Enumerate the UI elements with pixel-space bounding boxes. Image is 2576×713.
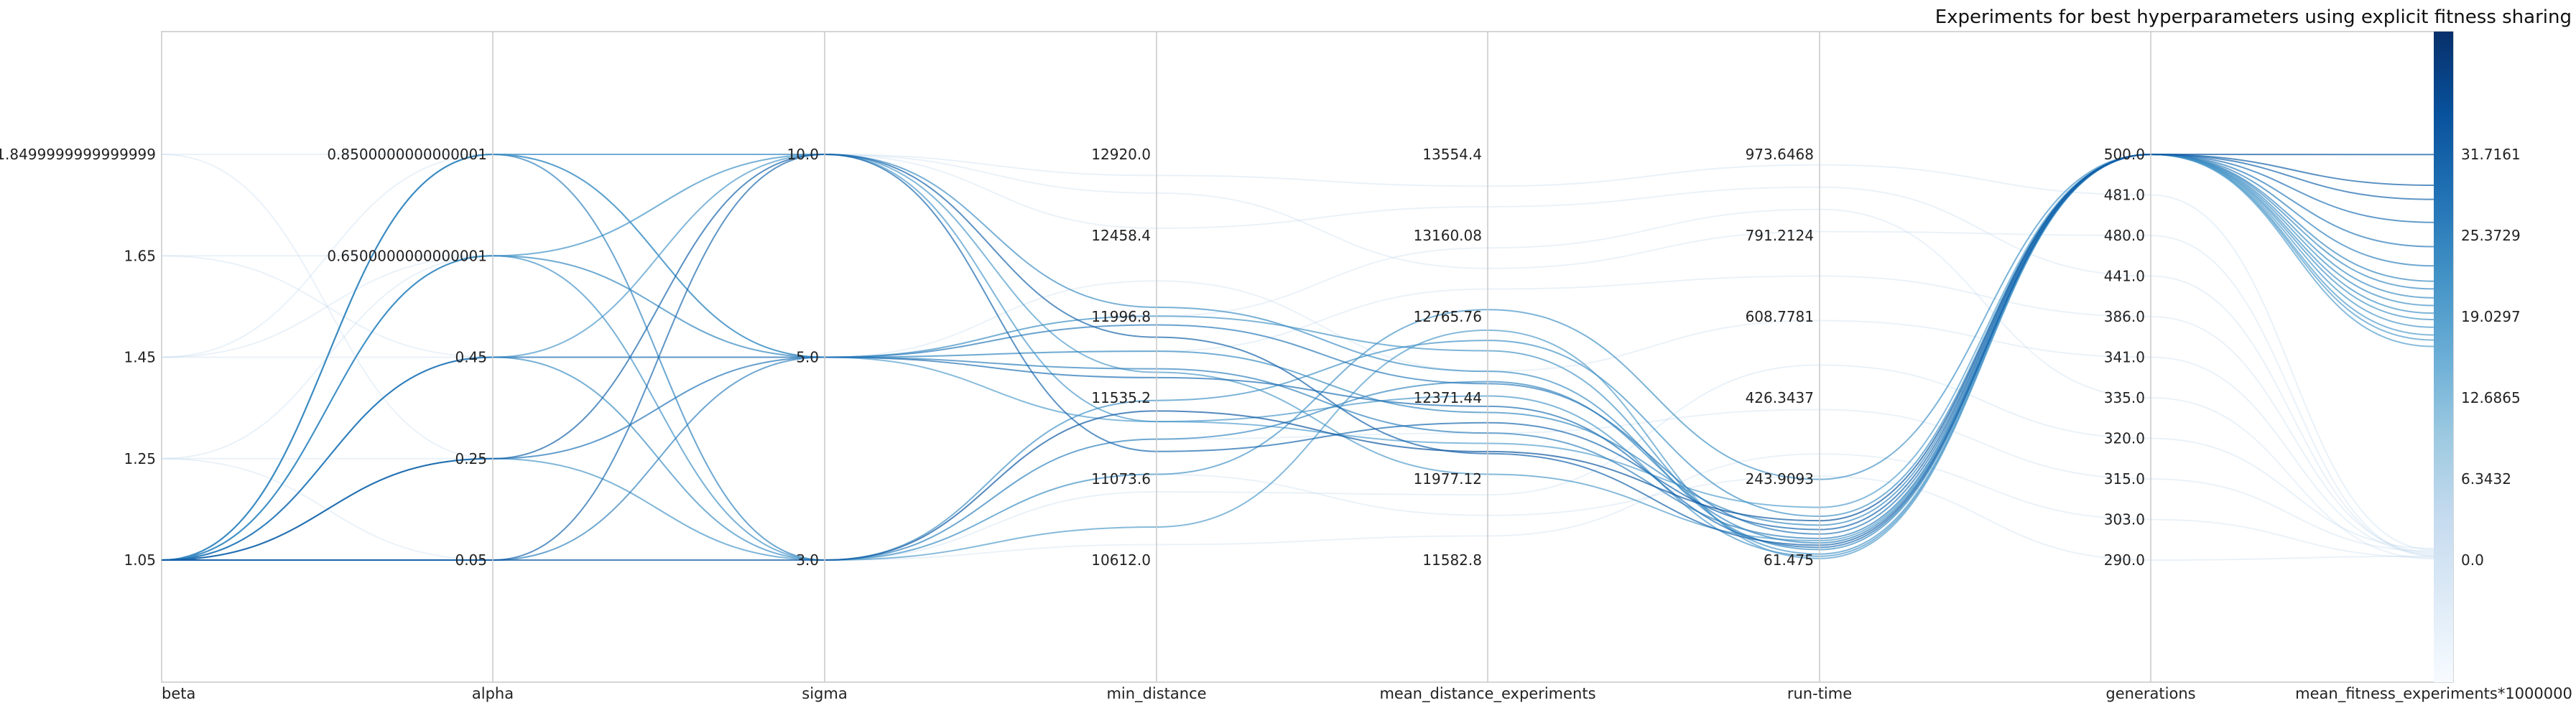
tick-label-beta: 1.65 bbox=[124, 247, 156, 264]
tick-label-min_distance: 12920.0 bbox=[1091, 146, 1151, 163]
tick-label-alpha: 0.05 bbox=[455, 551, 487, 569]
tick-label-mean_fitness_experiments*1000000: 0.0 bbox=[2461, 551, 2484, 569]
tick-label-beta: 1.05 bbox=[124, 551, 156, 569]
tick-label-mean_distance_experiments: 11582.8 bbox=[1422, 551, 1482, 569]
data-line-3 bbox=[161, 153, 2434, 561]
tick-label-generations: 386.0 bbox=[2104, 308, 2145, 325]
tick-label-mean_fitness_experiments*1000000: 31.7161 bbox=[2461, 146, 2521, 163]
tick-label-min_distance: 10612.0 bbox=[1091, 551, 1151, 569]
chart-title: Experiments for best hyperparameters usi… bbox=[1935, 6, 2572, 28]
tick-label-generations: 500.0 bbox=[2104, 146, 2145, 163]
tick-label-mean_fitness_experiments*1000000: 25.3729 bbox=[2461, 227, 2521, 244]
tick-label-mean_fitness_experiments*1000000: 19.0297 bbox=[2461, 308, 2521, 325]
axis-label-mean_fitness_experiments*1000000: mean_fitness_experiments*1000000 bbox=[2295, 685, 2572, 703]
tick-label-mean_distance_experiments: 13160.08 bbox=[1414, 227, 1482, 244]
axis-label-run-time: run-time bbox=[1787, 685, 1852, 702]
tick-label-mean_distance_experiments: 12371.44 bbox=[1414, 389, 1482, 406]
tick-label-generations: 303.0 bbox=[2104, 511, 2145, 528]
axis-label-alpha: alpha bbox=[472, 685, 514, 702]
data-line-21 bbox=[161, 255, 2434, 555]
tick-label-mean_fitness_experiments*1000000: 6.3432 bbox=[2461, 470, 2511, 488]
tick-label-alpha: 0.25 bbox=[455, 450, 487, 467]
data-line-10 bbox=[161, 153, 2434, 561]
tick-label-mean_fitness_experiments*1000000: 12.6865 bbox=[2461, 389, 2521, 406]
axis-label-beta: beta bbox=[162, 685, 195, 702]
tick-label-min_distance: 12458.4 bbox=[1091, 227, 1151, 244]
tick-label-min_distance: 11073.6 bbox=[1091, 470, 1151, 488]
data-line-24 bbox=[161, 153, 2434, 551]
tick-label-run-time: 426.3437 bbox=[1746, 389, 1814, 406]
tick-label-beta: 1.25 bbox=[124, 450, 156, 467]
tick-label-run-time: 791.2124 bbox=[1746, 227, 1814, 244]
tick-label-beta: 1.8499999999999999 bbox=[0, 146, 156, 163]
data-line-0 bbox=[162, 153, 2434, 561]
tick-label-generations: 341.0 bbox=[2104, 349, 2145, 366]
tick-label-generations: 441.0 bbox=[2104, 268, 2145, 285]
tick-label-alpha: 0.6500000000000001 bbox=[327, 247, 487, 264]
tick-label-mean_distance_experiments: 13554.4 bbox=[1422, 146, 1482, 163]
tick-label-min_distance: 11996.8 bbox=[1091, 308, 1151, 325]
tick-label-alpha: 0.8500000000000001 bbox=[327, 146, 487, 163]
data-line-18 bbox=[161, 153, 2434, 556]
tick-label-mean_distance_experiments: 12765.76 bbox=[1414, 308, 1482, 325]
tick-label-sigma: 10.0 bbox=[787, 146, 819, 163]
tick-label-beta: 1.45 bbox=[124, 349, 156, 366]
data-lines bbox=[161, 153, 2434, 561]
axis-label-min_distance: min_distance bbox=[1106, 685, 1206, 703]
tick-label-generations: 315.0 bbox=[2104, 470, 2145, 488]
data-line-1 bbox=[161, 153, 2434, 561]
tick-label-run-time: 608.7781 bbox=[1746, 308, 1814, 325]
data-line-2 bbox=[162, 153, 2434, 561]
tick-label-generations: 320.0 bbox=[2104, 430, 2145, 447]
tick-label-generations: 481.0 bbox=[2104, 187, 2145, 204]
data-line-20 bbox=[161, 453, 2434, 561]
data-line-16 bbox=[162, 364, 2434, 561]
tick-label-mean_distance_experiments: 11977.12 bbox=[1414, 470, 1482, 488]
tick-label-run-time: 61.475 bbox=[1764, 551, 1814, 569]
axes: 1.05 1.25 1.45 1.65 1.8499999999999999 beta 0.… bbox=[0, 32, 2572, 703]
axis-label-sigma: sigma bbox=[802, 685, 847, 702]
data-line-17 bbox=[161, 275, 2434, 554]
tick-label-sigma: 3.0 bbox=[796, 551, 819, 569]
axis-label-generations: generations bbox=[2105, 685, 2195, 702]
tick-label-generations: 335.0 bbox=[2104, 389, 2145, 406]
axis-label-mean_distance_experiments: mean_distance_experiments bbox=[1379, 685, 1595, 703]
tick-label-run-time: 973.6468 bbox=[1746, 146, 1814, 163]
tick-label-sigma: 5.0 bbox=[796, 349, 819, 366]
tick-label-generations: 480.0 bbox=[2104, 227, 2145, 244]
tick-label-min_distance: 11535.2 bbox=[1091, 389, 1151, 406]
colorbar bbox=[2434, 32, 2453, 682]
tick-label-run-time: 243.9093 bbox=[1746, 470, 1814, 488]
tick-label-generations: 290.0 bbox=[2104, 551, 2145, 569]
tick-label-alpha: 0.45 bbox=[455, 349, 487, 366]
